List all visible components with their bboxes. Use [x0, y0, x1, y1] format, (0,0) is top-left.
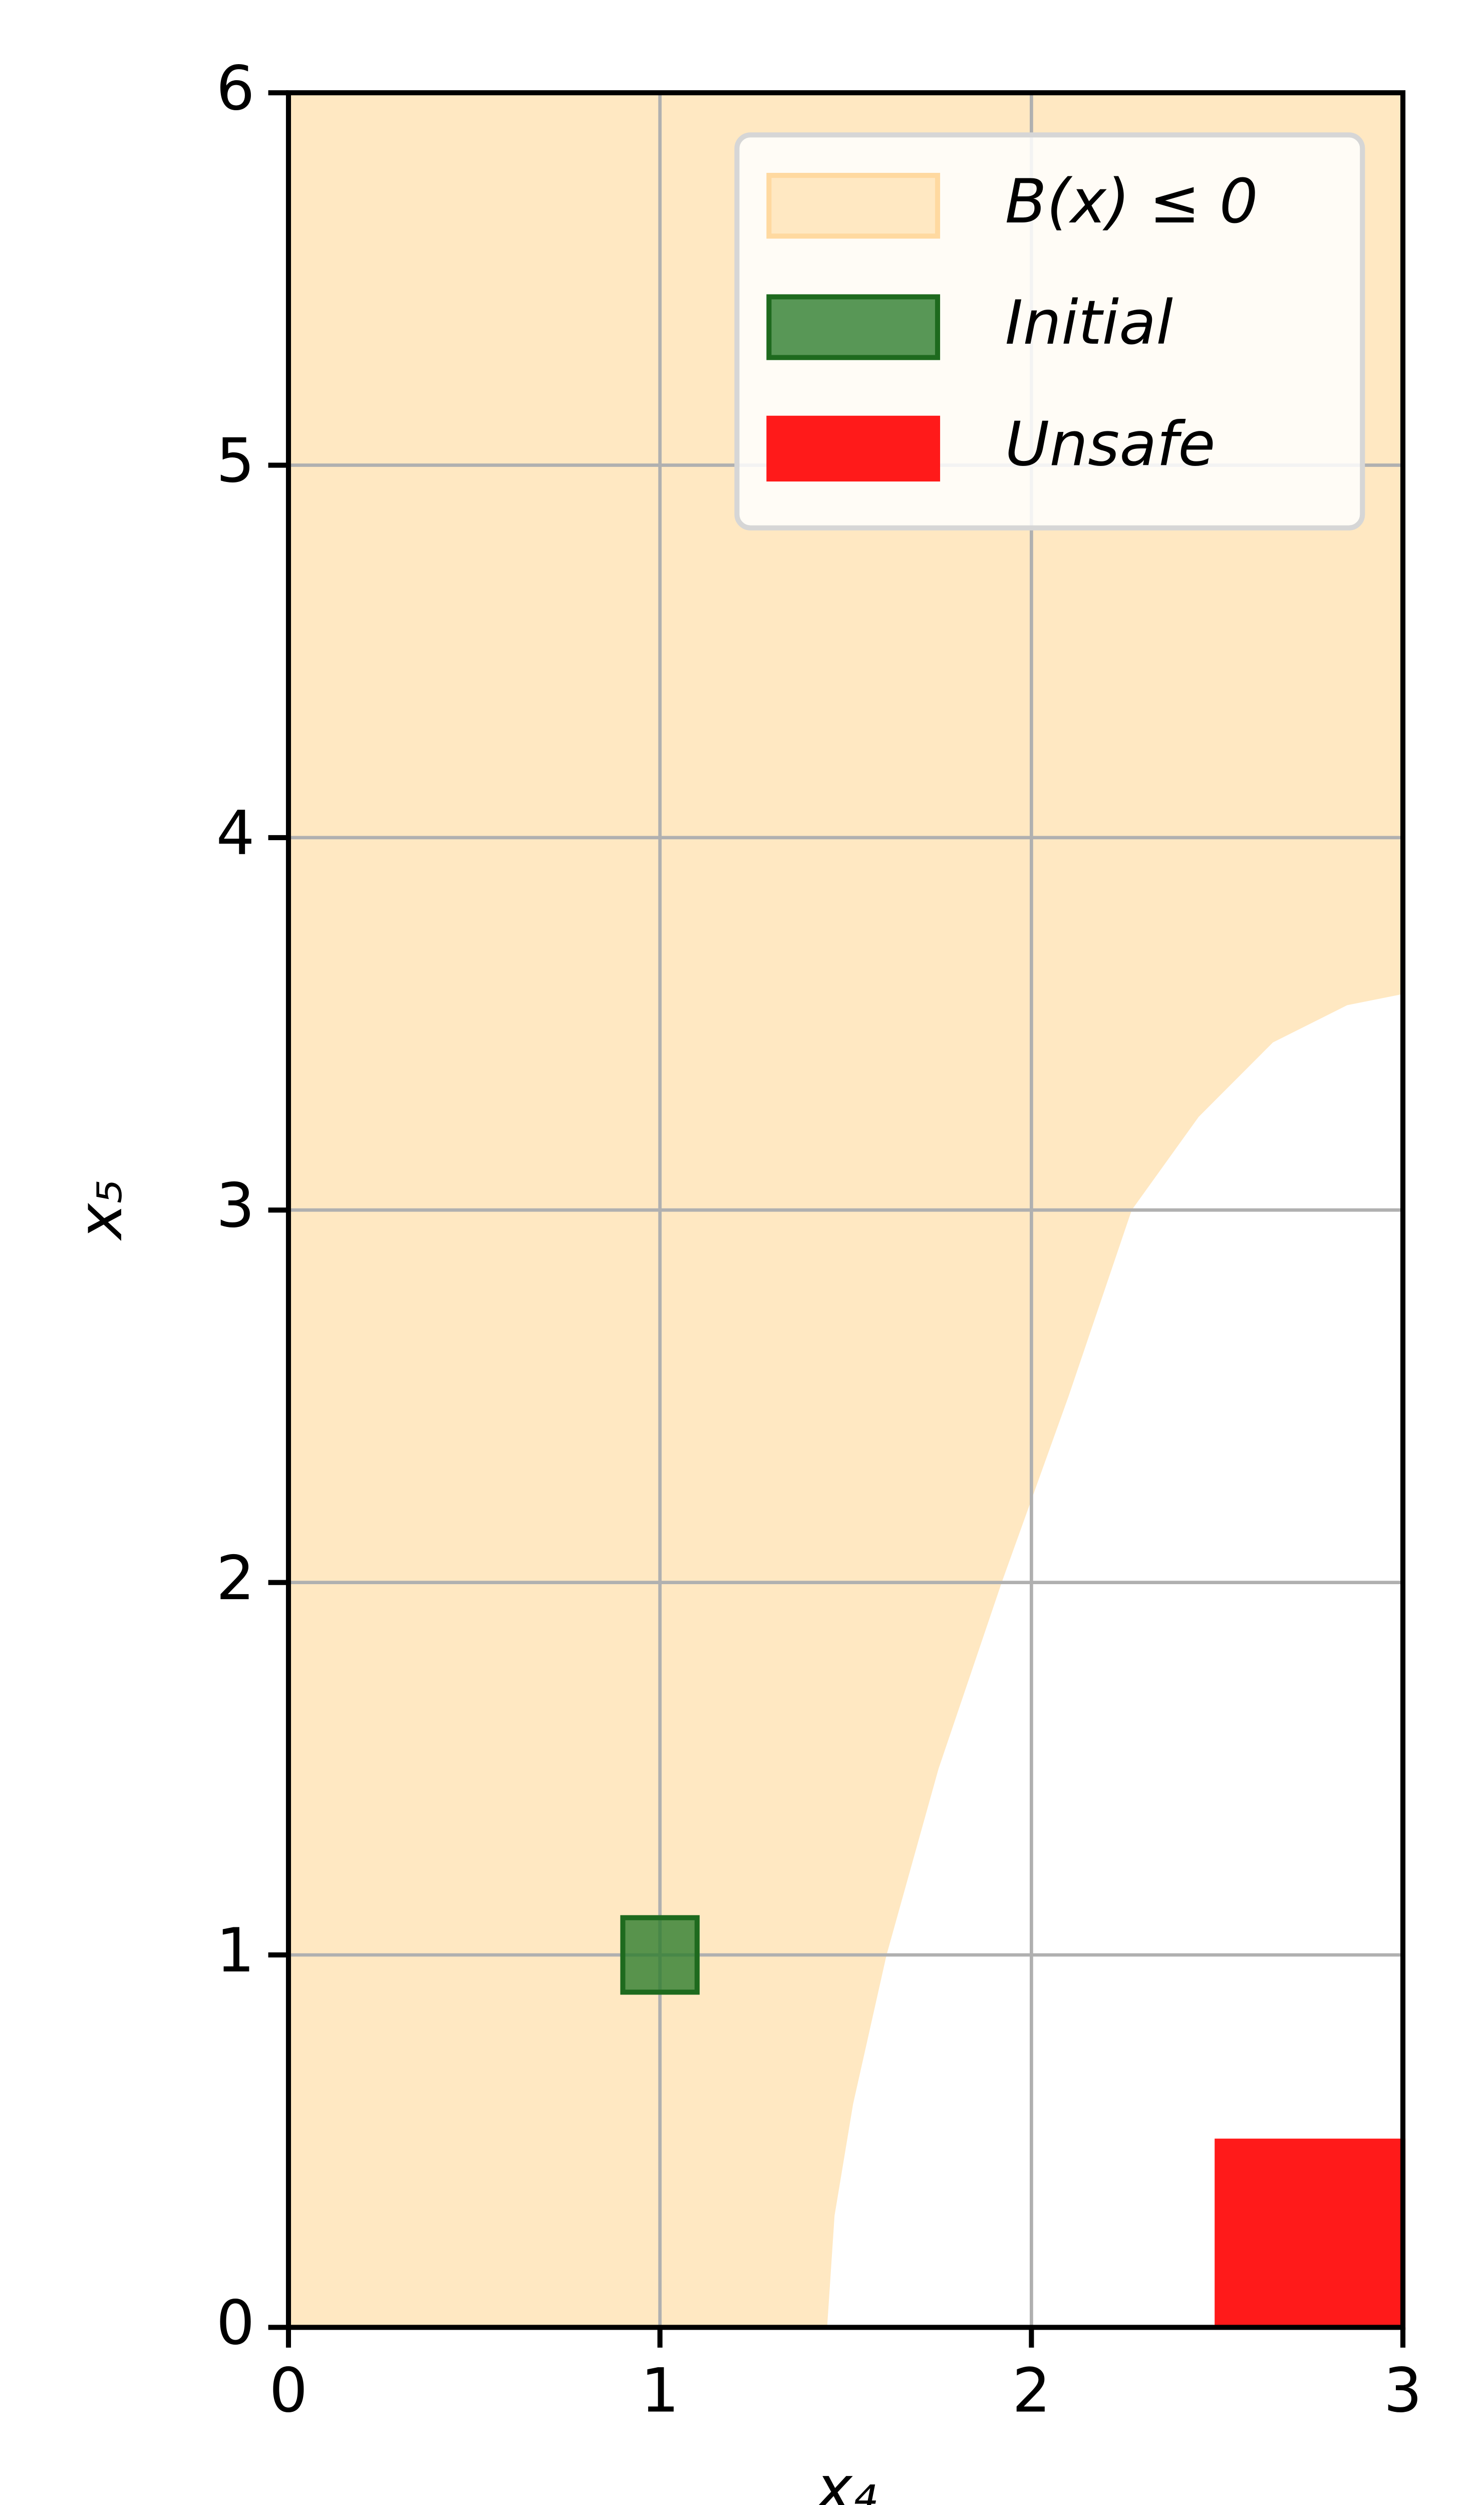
- x-tick-label: 0: [269, 2355, 308, 2426]
- legend-swatch: [766, 173, 941, 239]
- initial-set: [620, 1915, 700, 1995]
- y-axis-label: x₅: [65, 1179, 136, 1241]
- legend-label: Unsafe: [1005, 409, 1216, 480]
- y-tick-label: 4: [216, 798, 255, 869]
- y-tick-label: 6: [216, 53, 255, 124]
- legend-swatch: [766, 415, 941, 482]
- x-axis-label: x₄: [814, 2453, 876, 2505]
- legend-label: Initial: [1005, 288, 1173, 358]
- y-tick-label: 1: [216, 1915, 255, 1986]
- unsafe-set: [1215, 2138, 1406, 2330]
- legend-label: B(x) ≤ 0: [1005, 166, 1258, 237]
- y-tick-label: 3: [216, 1170, 255, 1241]
- x-tick-label: 2: [1012, 2355, 1051, 2426]
- y-tick-label: 0: [216, 2288, 255, 2359]
- legend-swatch: [766, 294, 941, 360]
- y-tick-label: 5: [216, 426, 255, 496]
- x-tick-label: 1: [641, 2355, 679, 2426]
- x-tick-label: 3: [1384, 2355, 1422, 2426]
- y-tick-label: 2: [216, 1543, 255, 1614]
